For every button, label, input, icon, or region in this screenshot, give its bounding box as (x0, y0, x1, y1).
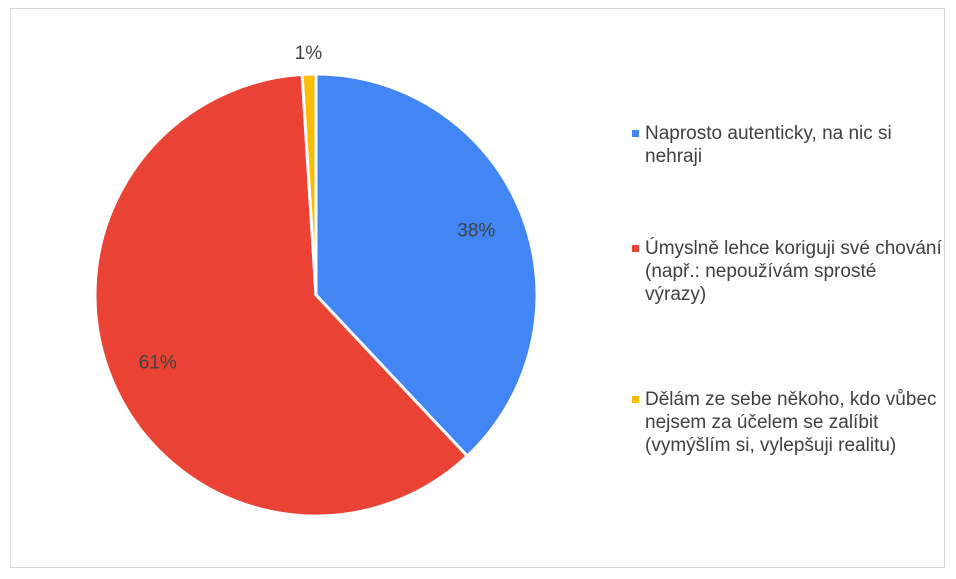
chart-frame (10, 8, 945, 568)
pie-slice (93, 72, 469, 518)
data-label: 61% (139, 352, 177, 373)
legend-item: Dělám ze sebe někoho, kdo vůbec nejsem z… (632, 388, 942, 457)
data-label: 38% (457, 221, 495, 242)
data-label: 1% (295, 43, 323, 64)
legend-label: Úmyslně lehce koriguji své chování (např… (645, 238, 942, 305)
legend-swatch (632, 130, 639, 137)
legend-swatch (632, 396, 639, 403)
legend-swatch (632, 245, 639, 252)
legend-label: Naprosto autenticky, na nic si nehraji (645, 123, 892, 167)
legend-label: Dělám ze sebe někoho, kdo vůbec nejsem z… (645, 389, 937, 456)
legend-item: Naprosto autenticky, na nic si nehraji (632, 122, 942, 168)
pie-slice (314, 72, 539, 458)
pie-slice (300, 72, 318, 297)
legend-item: Úmyslně lehce koriguji své chování (např… (632, 237, 942, 306)
